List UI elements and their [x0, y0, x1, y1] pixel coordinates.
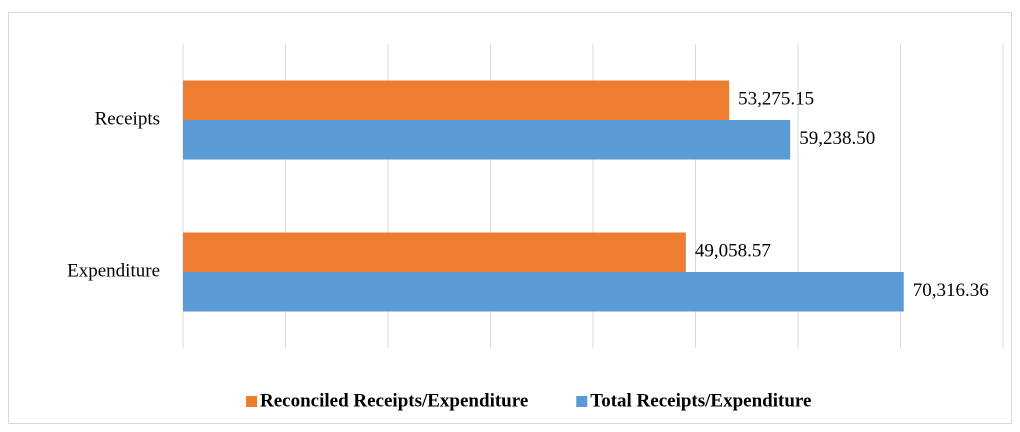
data-label: 70,316.36 [913, 280, 989, 301]
bar [183, 232, 686, 272]
legend-swatch [246, 396, 257, 407]
bar [183, 80, 730, 120]
y-tick-label: Expenditure [67, 260, 160, 281]
data-label: 59,238.50 [799, 128, 875, 149]
legend-label: Total Receipts/Expenditure [590, 390, 811, 411]
legend-swatch [576, 396, 588, 407]
bar [183, 120, 791, 160]
y-tick-label: Receipts [95, 108, 160, 129]
legend-label: Reconciled Receipts/Expenditure [260, 390, 528, 411]
data-label: 49,058.57 [695, 241, 771, 262]
chart-border [8, 12, 1012, 424]
bar [183, 272, 904, 312]
data-label: 53,275.15 [738, 89, 814, 110]
